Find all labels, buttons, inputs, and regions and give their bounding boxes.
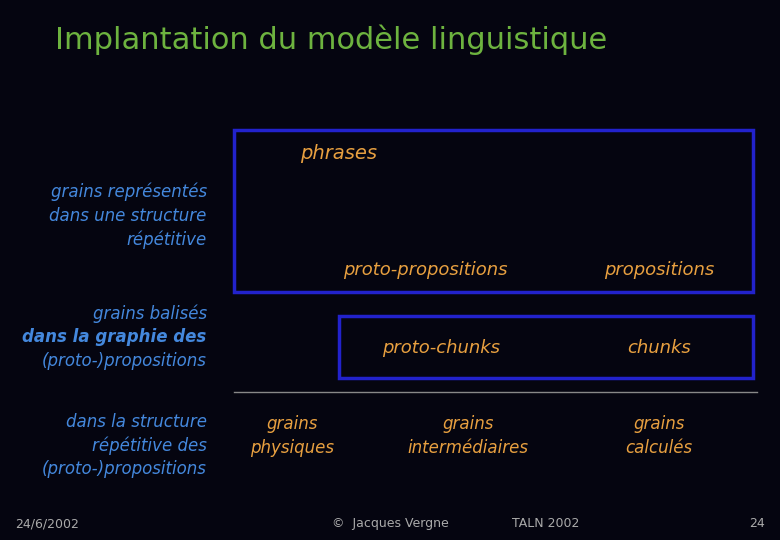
Text: grains représentés: grains représentés (51, 183, 207, 201)
Text: proto-chunks: proto-chunks (381, 339, 500, 357)
Text: Implantation du modèle linguistique: Implantation du modèle linguistique (55, 24, 607, 55)
Text: phrases: phrases (300, 144, 378, 164)
Text: grains: grains (267, 415, 318, 433)
Text: répétitive des: répétitive des (92, 436, 207, 455)
Text: dans la graphie des: dans la graphie des (23, 328, 207, 347)
Text: proto-propositions: proto-propositions (343, 261, 507, 279)
Text: (proto-)propositions: (proto-)propositions (42, 460, 207, 478)
Text: (proto-)propositions: (proto-)propositions (42, 352, 207, 370)
Text: 24: 24 (749, 517, 764, 530)
Text: dans une structure: dans une structure (49, 207, 207, 225)
Bar (339, 316, 753, 378)
Text: 24/6/2002: 24/6/2002 (16, 517, 80, 530)
Text: calculés: calculés (626, 439, 693, 457)
Text: chunks: chunks (627, 339, 691, 357)
Text: propositions: propositions (604, 261, 714, 279)
Text: TALN 2002: TALN 2002 (512, 517, 580, 530)
Text: ©  Jacques Vergne: © Jacques Vergne (332, 517, 448, 530)
Text: grains: grains (442, 415, 494, 433)
Text: physiques: physiques (250, 439, 335, 457)
Text: répétitive: répétitive (126, 231, 207, 249)
Text: dans la structure: dans la structure (66, 413, 207, 431)
Text: intermédiaires: intermédiaires (407, 439, 529, 457)
Text: grains: grains (633, 415, 685, 433)
Text: grains balisés: grains balisés (93, 305, 207, 323)
Bar (234, 130, 753, 292)
